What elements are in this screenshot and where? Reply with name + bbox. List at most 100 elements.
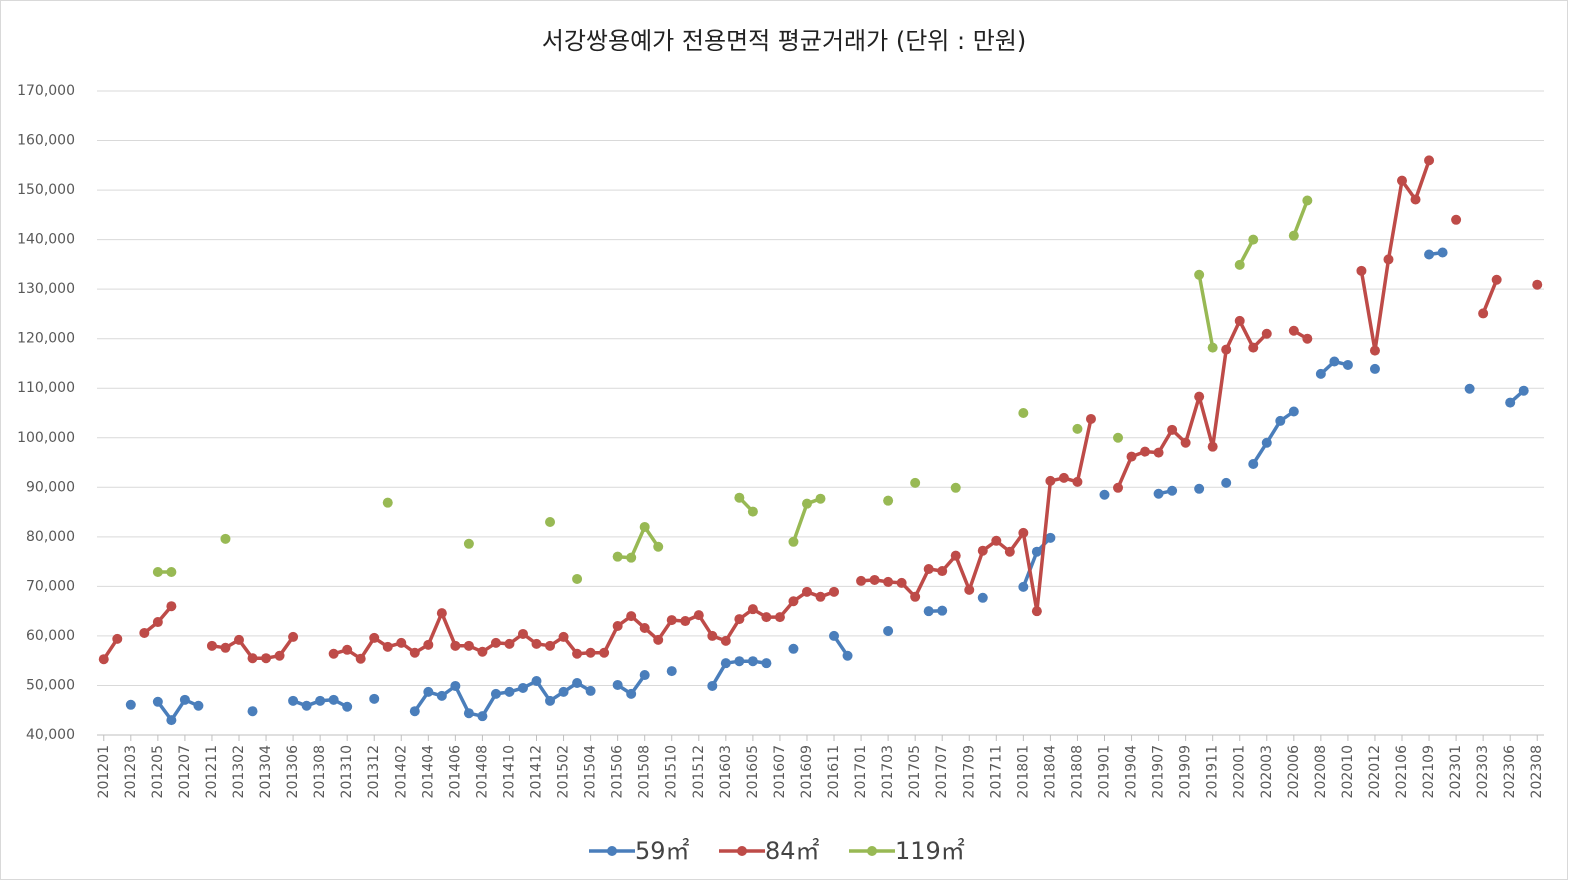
data-point xyxy=(1180,437,1191,448)
data-point xyxy=(342,644,353,655)
x-tick-label: 201508 xyxy=(637,745,653,798)
data-point xyxy=(788,643,799,654)
data-point xyxy=(274,650,285,661)
x-tick-label: 201211 xyxy=(204,745,220,798)
y-tick-label: 90,000 xyxy=(26,479,75,495)
x-tick-label: 201804 xyxy=(1042,745,1058,799)
x-tick-label: 201901 xyxy=(1096,745,1112,798)
x-tick-label: 202306 xyxy=(1502,745,1518,799)
data-point xyxy=(193,700,204,711)
chart-title: 서강쌍용예가 전용면적 평균거래가 (단위 : 만원) xyxy=(542,27,1026,55)
data-point xyxy=(1464,383,1475,394)
data-point xyxy=(829,586,840,597)
data-point xyxy=(869,574,880,585)
data-point xyxy=(1045,475,1056,486)
data-point xyxy=(1234,315,1245,326)
data-point xyxy=(369,632,380,643)
data-point xyxy=(328,694,339,705)
data-point xyxy=(288,631,299,642)
x-tick-label: 202106 xyxy=(1394,745,1410,799)
data-point xyxy=(1072,476,1083,487)
data-point xyxy=(1221,344,1232,355)
x-tick-label: 201907 xyxy=(1151,745,1167,798)
data-point xyxy=(1058,472,1069,483)
y-tick-label: 170,000 xyxy=(17,83,75,99)
data-point xyxy=(1194,269,1205,280)
data-point xyxy=(1113,432,1124,443)
data-point xyxy=(558,631,569,642)
data-point xyxy=(747,604,758,615)
data-point xyxy=(1234,259,1245,270)
data-point xyxy=(572,573,583,584)
x-tick-label: 201510 xyxy=(664,745,680,798)
data-point xyxy=(1031,546,1042,557)
data-point xyxy=(1031,606,1042,617)
data-point xyxy=(585,685,596,696)
data-point xyxy=(1153,488,1164,499)
legend-marker xyxy=(607,846,617,856)
data-point xyxy=(977,545,988,556)
data-point xyxy=(626,611,637,622)
x-tick-label: 201310 xyxy=(339,745,355,798)
y-tick-label: 40,000 xyxy=(26,727,75,743)
data-point xyxy=(734,656,745,667)
x-tick-label: 202003 xyxy=(1259,745,1275,798)
x-tick-label: 201304 xyxy=(258,745,274,799)
data-point xyxy=(910,591,921,602)
x-tick-label: 201801 xyxy=(1015,745,1031,798)
data-point xyxy=(396,637,407,648)
data-point xyxy=(680,616,691,627)
legend-label: 84㎡ xyxy=(765,837,820,865)
x-tick-label: 201308 xyxy=(312,745,328,798)
data-point xyxy=(179,694,190,705)
data-point xyxy=(1113,482,1124,493)
data-point xyxy=(1491,274,1502,285)
data-point xyxy=(1288,406,1299,417)
y-tick-label: 110,000 xyxy=(17,380,75,396)
data-point xyxy=(545,695,556,706)
x-tick-label: 202008 xyxy=(1313,745,1329,798)
x-tick-label: 201306 xyxy=(285,745,301,799)
x-tick-label: 201302 xyxy=(231,745,247,798)
legend-marker xyxy=(867,846,877,856)
data-point xyxy=(653,634,664,645)
data-point xyxy=(545,516,556,527)
y-tick-label: 50,000 xyxy=(26,677,75,693)
x-tick-label: 201707 xyxy=(934,745,950,798)
x-tick-label: 201312 xyxy=(366,745,382,798)
data-point xyxy=(937,566,948,577)
x-tick-label: 202001 xyxy=(1232,745,1248,798)
data-point xyxy=(301,700,312,711)
data-point xyxy=(1369,363,1380,374)
data-point xyxy=(599,647,610,658)
data-point xyxy=(355,653,366,664)
data-point xyxy=(1221,477,1232,488)
data-point xyxy=(829,630,840,641)
data-point xyxy=(883,625,894,636)
x-tick-label: 201701 xyxy=(853,745,869,798)
x-tick-label: 201705 xyxy=(907,745,923,798)
data-point xyxy=(1342,359,1353,370)
data-point xyxy=(531,676,542,687)
data-point xyxy=(1140,446,1151,457)
data-point xyxy=(937,605,948,616)
data-point xyxy=(1099,489,1110,500)
x-tick-label: 201709 xyxy=(961,745,977,798)
data-point xyxy=(572,677,583,688)
x-tick-label: 201502 xyxy=(556,745,572,798)
data-point xyxy=(612,551,623,562)
x-tick-label: 201205 xyxy=(150,745,166,798)
x-tick-label: 201512 xyxy=(691,745,707,798)
data-point xyxy=(1045,532,1056,543)
data-point xyxy=(666,666,677,677)
data-point xyxy=(288,695,299,706)
data-point xyxy=(1410,194,1421,205)
data-point xyxy=(1194,483,1205,494)
data-point xyxy=(1383,254,1394,265)
data-point xyxy=(585,647,596,658)
x-tick-label: 201711 xyxy=(988,745,1004,798)
x-tick-label: 201402 xyxy=(393,745,409,798)
legend-marker xyxy=(737,846,747,856)
data-point xyxy=(707,630,718,641)
data-point xyxy=(815,493,826,504)
